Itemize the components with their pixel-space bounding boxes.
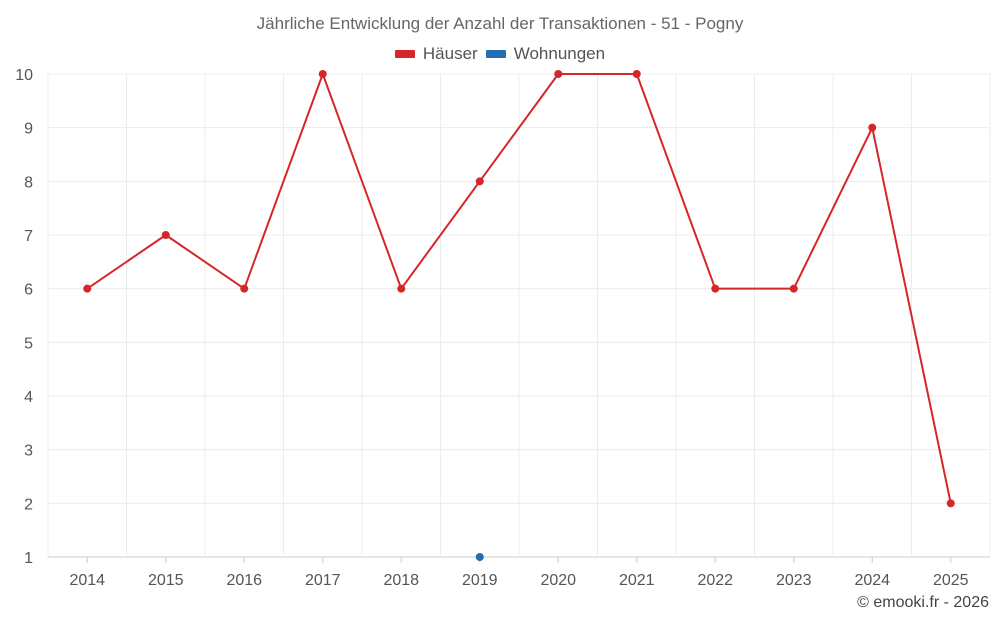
x-tick-label: 2019: [462, 572, 498, 589]
y-axis: 1 2 3 4 5 6 7 8 9 10: [15, 67, 33, 567]
data-point[interactable]: [397, 284, 406, 293]
y-tick-label: 7: [24, 228, 33, 245]
y-tick-label: 2: [24, 496, 33, 513]
legend-swatch-wohnungen: [485, 50, 506, 58]
data-point[interactable]: [946, 499, 955, 508]
data-point[interactable]: [475, 177, 484, 186]
legend-item-haeuser[interactable]: Häuser: [394, 44, 478, 64]
data-point[interactable]: [475, 553, 484, 561]
data-point[interactable]: [240, 284, 249, 293]
x-tick-label: 2024: [854, 572, 890, 589]
data-point[interactable]: [789, 284, 798, 293]
y-tick-label: 8: [24, 174, 33, 191]
data-point[interactable]: [711, 284, 720, 293]
x-tick-label: 2022: [697, 572, 733, 589]
data-point[interactable]: [554, 70, 563, 78]
y-tick-label: 1: [24, 550, 33, 567]
legend-label-wohnungen: Wohnungen: [513, 44, 606, 63]
data-point[interactable]: [83, 284, 92, 293]
x-tick-label: 2021: [619, 572, 655, 589]
series-line-0: [86, 73, 952, 504]
x-tick-label: 2018: [383, 572, 419, 589]
x-tick-label: 2017: [305, 572, 341, 589]
legend-swatch-haeuser: [394, 50, 415, 58]
y-tick-label: 10: [15, 67, 33, 84]
data-point[interactable]: [161, 231, 170, 239]
grid: [47, 73, 991, 558]
x-tick-label: 2020: [540, 572, 576, 589]
y-tick-label: 9: [24, 121, 33, 138]
y-tick-label: 6: [24, 282, 33, 299]
data-point[interactable]: [868, 123, 877, 132]
legend-label-haeuser: Häuser: [422, 44, 478, 63]
data-point[interactable]: [632, 70, 641, 78]
x-tick-label: 2025: [933, 572, 969, 589]
x-tick-label: 2015: [148, 572, 184, 589]
credit-text: © emooki.fr - 2026: [857, 594, 989, 611]
legend: Häuser Wohnungen: [0, 44, 1000, 64]
x-axis: 2014 2015 2016 2017 2018 2019 2020 2021 2022 2023…: [69, 557, 969, 589]
series-layer: [83, 70, 955, 561]
legend-item-wohnungen[interactable]: Wohnungen: [485, 44, 606, 64]
y-tick-label: 5: [24, 335, 33, 352]
x-tick-label: 2016: [226, 572, 262, 589]
data-point[interactable]: [318, 70, 327, 78]
y-tick-label: 3: [24, 443, 33, 460]
chart-title: Jährliche Entwicklung der Anzahl der Tra…: [256, 14, 744, 33]
x-tick-label: 2014: [69, 572, 105, 589]
y-tick-label: 4: [24, 389, 33, 406]
x-tick-label: 2023: [776, 572, 812, 589]
